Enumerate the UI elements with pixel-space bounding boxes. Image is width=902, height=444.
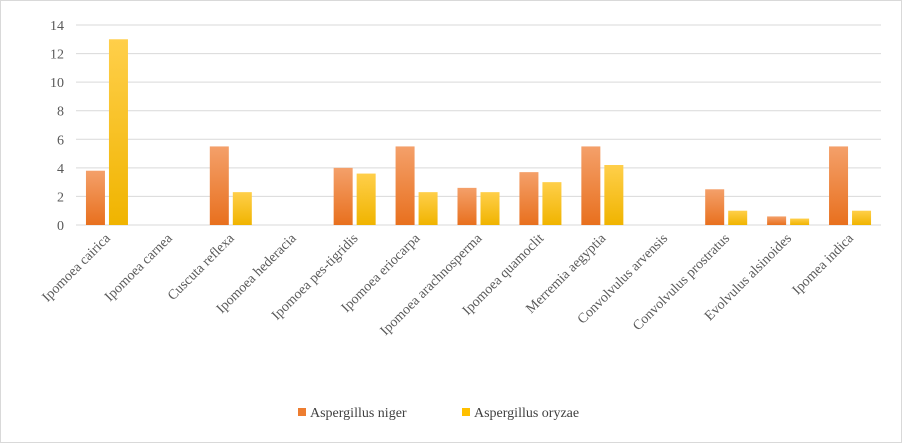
bars: [85, 39, 872, 226]
bar-aspergillus-niger: [333, 167, 353, 225]
bar-aspergillus-niger: [705, 189, 725, 225]
y-tick-label: 6: [57, 133, 64, 148]
bar-aspergillus-oryzae: [418, 192, 438, 225]
gridlines: [76, 24, 881, 226]
x-category-label: Ipomoea arachnosperma: [378, 231, 486, 339]
bar-aspergillus-oryzae: [604, 165, 624, 225]
legend-swatch-aspergillus-oryzae: [462, 408, 470, 416]
y-tick-label: 8: [57, 105, 64, 120]
bar-aspergillus-oryzae: [728, 210, 748, 225]
y-axis-ticks: 0 2 4 6 8 10 12 14: [50, 19, 64, 234]
y-tick-label: 12: [50, 48, 64, 63]
bar-aspergillus-oryzae: [232, 192, 252, 225]
bar-aspergillus-oryzae: [108, 39, 128, 226]
legend-label: Aspergillus oryzae: [474, 406, 579, 421]
bar-aspergillus-niger: [85, 170, 105, 225]
y-tick-label: 10: [50, 76, 64, 91]
bar-aspergillus-niger: [209, 146, 229, 225]
x-category-label: Ipomea indica: [790, 231, 858, 299]
bar-aspergillus-oryzae: [852, 210, 872, 225]
y-tick-label: 4: [57, 162, 64, 177]
bar-aspergillus-oryzae: [790, 218, 810, 225]
bar-aspergillus-niger: [395, 146, 415, 225]
bar-aspergillus-niger: [457, 187, 477, 225]
bar-aspergillus-oryzae: [542, 182, 562, 225]
bar-aspergillus-niger: [519, 172, 539, 225]
legend: Aspergillus niger Aspergillus oryzae: [298, 406, 579, 421]
bar-aspergillus-niger: [581, 146, 601, 225]
y-tick-label: 2: [57, 190, 64, 205]
y-tick-label: 14: [50, 19, 64, 34]
bar-aspergillus-niger: [829, 146, 849, 225]
legend-label: Aspergillus niger: [310, 406, 407, 421]
y-tick-label: 0: [57, 219, 64, 234]
legend-swatch-aspergillus-niger: [298, 408, 306, 416]
bar-aspergillus-niger: [767, 216, 787, 225]
bar-aspergillus-oryzae: [356, 173, 376, 225]
bar-aspergillus-oryzae: [480, 192, 500, 225]
